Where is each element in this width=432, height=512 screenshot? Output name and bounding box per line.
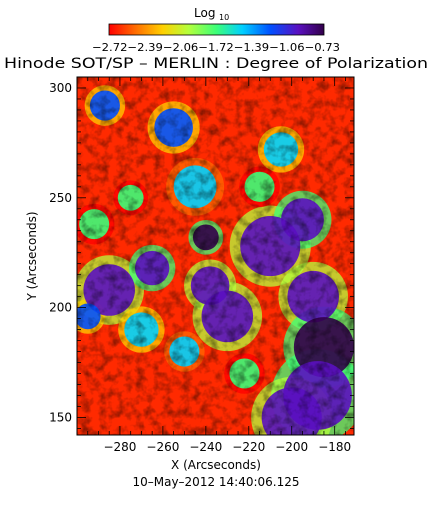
chart-title: Hinode SOT/SP – MERLIN : Degree of Polar… (4, 56, 428, 72)
y-tick-label: 250 (49, 191, 72, 205)
x-tick-label: −280 (103, 440, 136, 454)
colorbar-tick-labels: −2.72−2.39−2.06−1.72−1.39−1.06−0.73 (92, 41, 340, 54)
x-tick-label: −220 (232, 440, 265, 454)
plot-frame (76, 76, 355, 436)
colorbar (108, 23, 325, 36)
x-tick-label: −240 (189, 440, 222, 454)
x-axis: −280 −260 −240 −220 −200 −180 (76, 77, 351, 454)
x-tick-label: −200 (275, 440, 308, 454)
y-axis: 150 200 250 300 (49, 76, 354, 429)
heatmap-texture (77, 77, 354, 435)
y-axis-label: Y (Arcseconds) (25, 211, 39, 301)
heatmap-image (77, 77, 354, 435)
x-tick-label: −180 (318, 440, 351, 454)
colorbar-label: Log 10 (194, 6, 229, 22)
colorbar-label-log: Log (194, 6, 215, 20)
y-tick-label: 300 (49, 81, 72, 95)
timestamp: 10–May–2012 14:40:06.125 (132, 475, 299, 489)
colorbar-label-sub: 10 (219, 13, 229, 22)
y-tick-label: 150 (49, 410, 72, 424)
x-axis-label: X (Arcseconds) (171, 458, 261, 472)
y-tick-label: 200 (49, 301, 72, 315)
x-tick-label: −260 (146, 440, 179, 454)
